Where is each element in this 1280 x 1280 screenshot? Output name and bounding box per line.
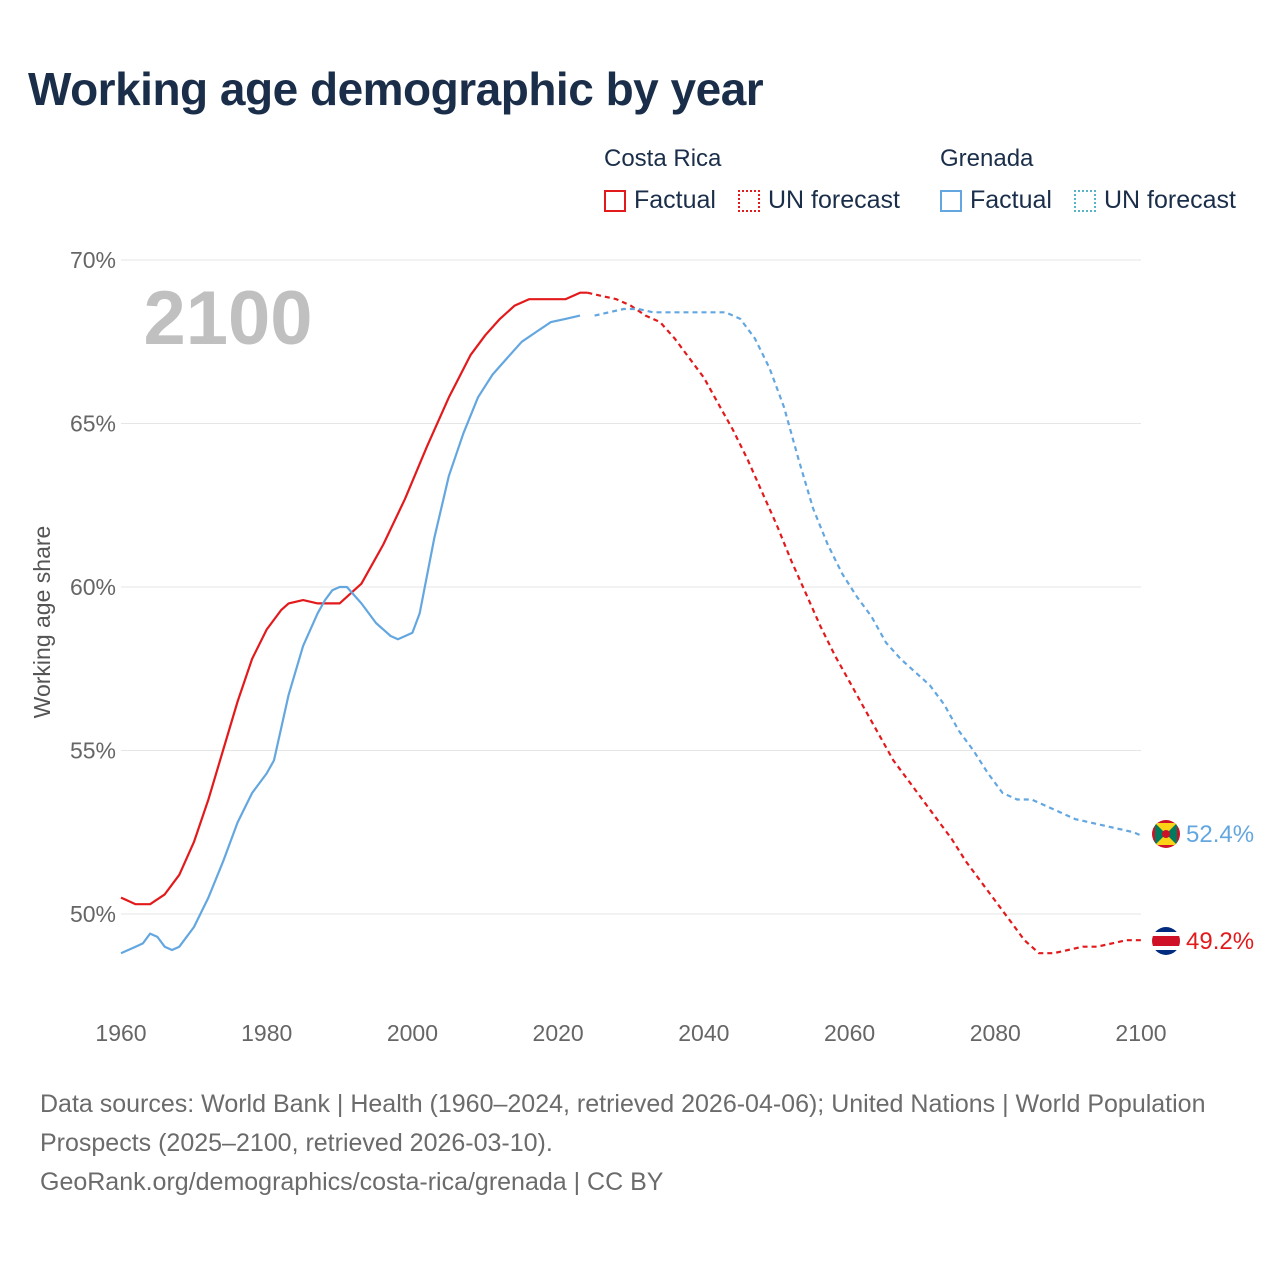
series-lines [120, 291, 1142, 955]
series-line-grenada-forecast[interactable] [594, 307, 1142, 837]
y-tick-label: 70% [70, 247, 116, 273]
legend-swatch-solid [940, 189, 962, 212]
line-chart: 2100 50% 55% 60% 65% 70% 1960 1980 2000 2020 204… [29, 247, 1254, 1046]
source-link[interactable]: GeoRank.org/demographics/costa-rica/gren… [40, 1168, 664, 1196]
legend-group-costa-rica: Costa Rica [604, 145, 722, 172]
series-line-costa-rica-forecast[interactable] [587, 291, 1141, 955]
x-tick-label: 1960 [95, 1020, 146, 1046]
series-line-costa-rica-factual[interactable] [120, 291, 588, 906]
legend-group-grenada: Grenada [940, 145, 1034, 172]
x-tick-label: 2060 [824, 1020, 875, 1046]
legend-swatch-dotted [1074, 189, 1096, 212]
x-axis-ticks: 1960 1980 2000 2020 2040 2060 2080 2100 [95, 1020, 1166, 1046]
grenada-flag-icon [1152, 820, 1180, 848]
grid-lines [121, 259, 1141, 915]
series-line-grenada-factual[interactable] [120, 314, 581, 955]
legend-item-costa-rica-factual[interactable]: Factual [604, 186, 716, 215]
footer: Data sources: World Bank | Health (1960–… [40, 1085, 1240, 1202]
legend-label: Factual [970, 186, 1052, 214]
costa-rica-flag-icon [1152, 927, 1180, 955]
legend-item-grenada-forecast[interactable]: UN forecast [1074, 186, 1236, 215]
legend-label: Factual [634, 186, 716, 214]
y-tick-label: 65% [70, 411, 116, 437]
x-tick-label: 2020 [533, 1020, 584, 1046]
legend-swatch-solid [604, 189, 626, 212]
legend-swatch-dotted [738, 189, 760, 212]
x-tick-label: 2080 [970, 1020, 1021, 1046]
year-watermark: 2100 [143, 276, 312, 361]
y-tick-label: 50% [70, 901, 116, 927]
chart-title: Working age demographic by year [28, 63, 764, 115]
legend-item-costa-rica-forecast[interactable]: UN forecast [738, 186, 900, 215]
x-tick-label: 2040 [678, 1020, 729, 1046]
y-axis-label: Working age share [29, 526, 55, 719]
data-sources-text: Data sources: World Bank | Health (1960–… [40, 1090, 1206, 1157]
legend-label: UN forecast [1104, 186, 1236, 214]
y-axis-ticks: 50% 55% 60% 65% 70% [70, 247, 116, 927]
x-tick-label: 2100 [1115, 1020, 1166, 1046]
x-tick-label: 2000 [387, 1020, 438, 1046]
y-tick-label: 55% [70, 738, 116, 764]
legend-label: UN forecast [768, 186, 900, 214]
end-value-label-grenada: 52.4% [1186, 821, 1254, 848]
end-value-label-costa-rica: 49.2% [1186, 928, 1254, 955]
x-tick-label: 1980 [241, 1020, 292, 1046]
legend-item-grenada-factual[interactable]: Factual [940, 186, 1052, 215]
y-tick-label: 60% [70, 574, 116, 600]
